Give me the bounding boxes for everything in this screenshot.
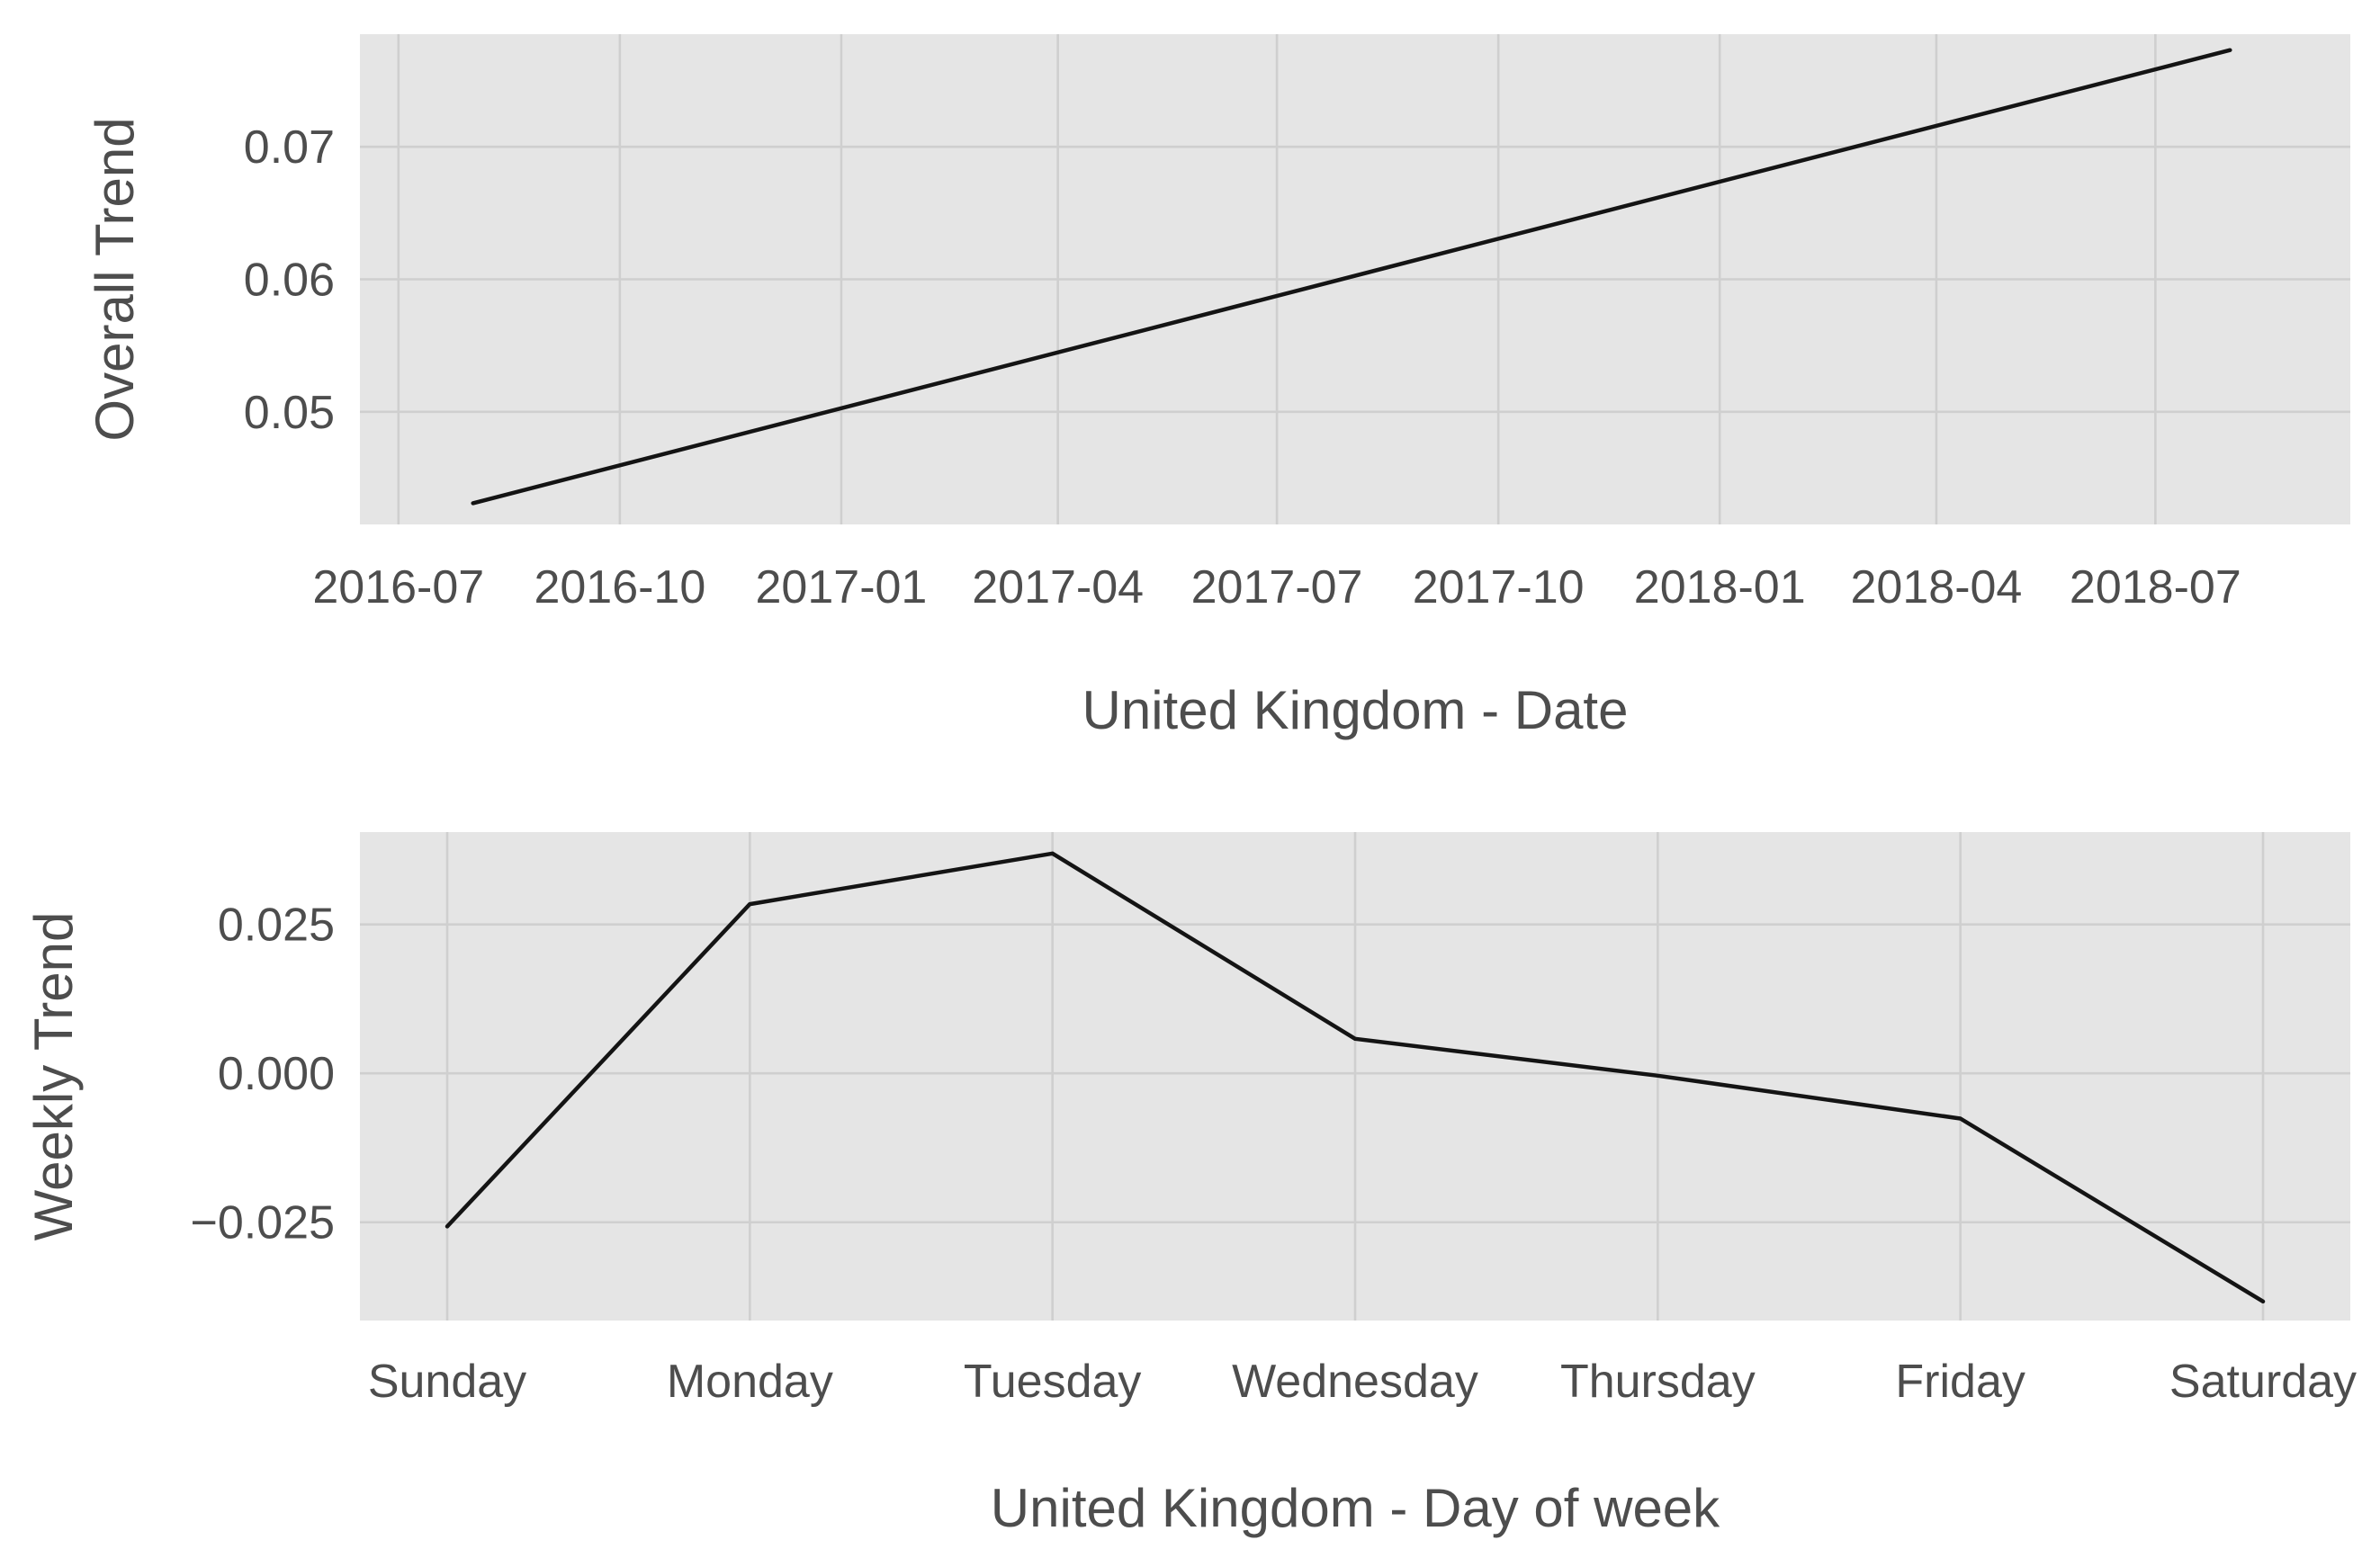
weekly-trend-x-tick-label: Wednesday — [1232, 1356, 1478, 1408]
weekly-trend-x-axis-label: United Kingdom - Day of week — [991, 1478, 1720, 1538]
overall-trend-x-tick-label: 2017-04 — [972, 561, 1144, 613]
weekly-trend-y-tick-label: −0.025 — [191, 1197, 336, 1249]
overall-trend-x-tick-label: 2018-04 — [1851, 561, 2023, 613]
weekly-trend-x-tick-label: Monday — [667, 1356, 833, 1408]
overall-trend-x-tick-label: 2018-07 — [2070, 561, 2241, 613]
weekly-trend-x-tick-label: Sunday — [368, 1356, 526, 1408]
weekly-trend-y-tick-labels: −0.025 0.000 0.025 — [191, 900, 336, 1249]
overall-trend-y-tick-label: 0.05 — [244, 387, 335, 439]
overall-trend-y-axis-label: Overall Trend — [85, 117, 145, 441]
overall-trend-x-tick-label: 2017-01 — [756, 561, 928, 613]
weekly-trend-x-tick-label: Tuesday — [964, 1356, 1142, 1408]
weekly-trend-x-tick-label: Thursday — [1560, 1356, 1756, 1408]
overall-trend-x-axis-label: United Kingdom - Date — [1082, 680, 1629, 740]
overall-trend-x-tick-label: 2018-01 — [1634, 561, 1806, 613]
overall-trend-x-tick-label: 2016-07 — [312, 561, 484, 613]
overall-trend-y-tick-labels: 0.05 0.06 0.07 — [244, 121, 335, 439]
overall-trend-chart: 2016-07 2016-10 2017-01 2017-04 2017-07 2017-… — [85, 34, 2350, 740]
overall-trend-x-tick-label: 2016-10 — [534, 561, 705, 613]
overall-trend-gridlines — [360, 34, 2350, 524]
weekly-trend-y-axis-label: Weekly Trend — [23, 912, 84, 1241]
overall-trend-line — [471, 48, 2232, 506]
weekly-trend-line — [445, 851, 2266, 1304]
weekly-trend-x-tick-label: Friday — [1895, 1356, 2025, 1408]
weekly-trend-x-tick-labels: Sunday Monday Tuesday Wednesday Thursday Frid… — [368, 1356, 2357, 1408]
weekly-trend-y-tick-label: 0.000 — [218, 1048, 335, 1100]
overall-trend-x-tick-label: 2017-07 — [1191, 561, 1363, 613]
weekly-trend-y-tick-label: 0.025 — [218, 900, 335, 952]
overall-trend-y-tick-label: 0.06 — [244, 255, 335, 307]
weekly-trend-chart: Sunday Monday Tuesday Wednesday Thursday Frid… — [23, 832, 2357, 1538]
weekly-trend-x-tick-label: Saturday — [2169, 1356, 2357, 1408]
overall-trend-x-tick-labels: 2016-07 2016-10 2017-01 2017-04 2017-07 2017-… — [312, 561, 2241, 613]
weekly-trend-gridlines — [360, 832, 2350, 1321]
overall-trend-y-tick-label: 0.07 — [244, 121, 335, 174]
overall-trend-x-tick-label: 2017-10 — [1413, 561, 1585, 613]
